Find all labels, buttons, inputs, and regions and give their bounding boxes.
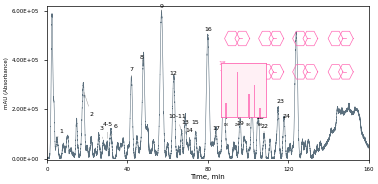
Text: 3: 3 — [99, 126, 103, 139]
Text: 17: 17 — [212, 126, 220, 136]
Text: 19: 19 — [236, 121, 244, 133]
Text: 21: 21 — [248, 96, 256, 104]
Text: 4-5: 4-5 — [102, 122, 112, 139]
X-axis label: Time, min: Time, min — [191, 174, 225, 180]
Text: 22: 22 — [260, 123, 268, 134]
Text: 10-11: 10-11 — [169, 114, 186, 130]
Text: 6: 6 — [111, 124, 117, 136]
Text: 1: 1 — [57, 129, 63, 139]
Text: 24: 24 — [282, 114, 290, 122]
Text: 16: 16 — [204, 27, 212, 35]
Text: 2: 2 — [84, 92, 93, 117]
Text: 18: 18 — [218, 61, 226, 70]
Text: 23: 23 — [276, 99, 284, 107]
Text: 15: 15 — [192, 120, 200, 131]
Text: 7: 7 — [129, 67, 133, 77]
Y-axis label: mAU (Absorbance): mAU (Absorbance) — [4, 57, 9, 109]
Text: 9: 9 — [160, 4, 164, 12]
Text: 20: 20 — [256, 115, 264, 124]
Text: 12: 12 — [170, 71, 178, 80]
Text: 8: 8 — [139, 55, 143, 62]
Text: 14: 14 — [186, 128, 194, 139]
Text: 13: 13 — [182, 120, 190, 134]
